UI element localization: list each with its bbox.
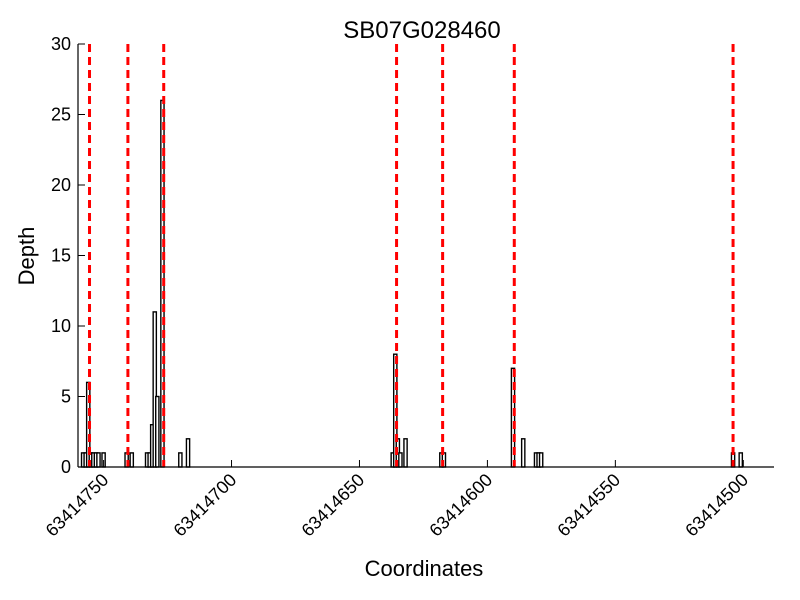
axes-layer: [77, 44, 774, 468]
y-axis-label: Depth: [14, 227, 39, 286]
y-ticks: 0 5 10 15 20 25 30: [51, 34, 85, 477]
depth-bar: [403, 438, 408, 468]
markers-layer: [88, 44, 735, 467]
x-tick-label: 63414650: [298, 470, 369, 541]
depth-bar: [538, 452, 544, 468]
y-tick-label: 5: [61, 387, 71, 407]
y-tick-label: 20: [51, 175, 71, 195]
x-tick-label: 63414750: [42, 470, 113, 541]
x-tick-label: 63414550: [553, 470, 624, 541]
y-tick-label: 15: [51, 246, 71, 266]
y-tick-label: 0: [61, 457, 71, 477]
depth-bar: [398, 452, 403, 468]
x-axis-label: Coordinates: [365, 556, 484, 581]
x-tick-label: 63414500: [681, 470, 752, 541]
depth-bar: [738, 452, 744, 468]
depth-bar: [155, 395, 160, 468]
x-ticks: 63414750 63414700 63414650 63414600 63414550…: [42, 460, 752, 540]
y-tick-label: 30: [51, 34, 71, 54]
depth-bar: [520, 438, 526, 468]
depth-bar: [178, 452, 183, 468]
depth-bar: [96, 452, 101, 468]
chart-title: SB07G028460: [343, 17, 500, 44]
depth-bar: [185, 438, 191, 468]
x-tick-label: 63414700: [170, 470, 241, 541]
x-tick-label: 63414600: [425, 470, 496, 541]
bars-layer: [80, 99, 744, 468]
y-tick-label: 10: [51, 316, 71, 336]
y-tick-label: 25: [51, 105, 71, 125]
depth-bar: [129, 452, 135, 468]
